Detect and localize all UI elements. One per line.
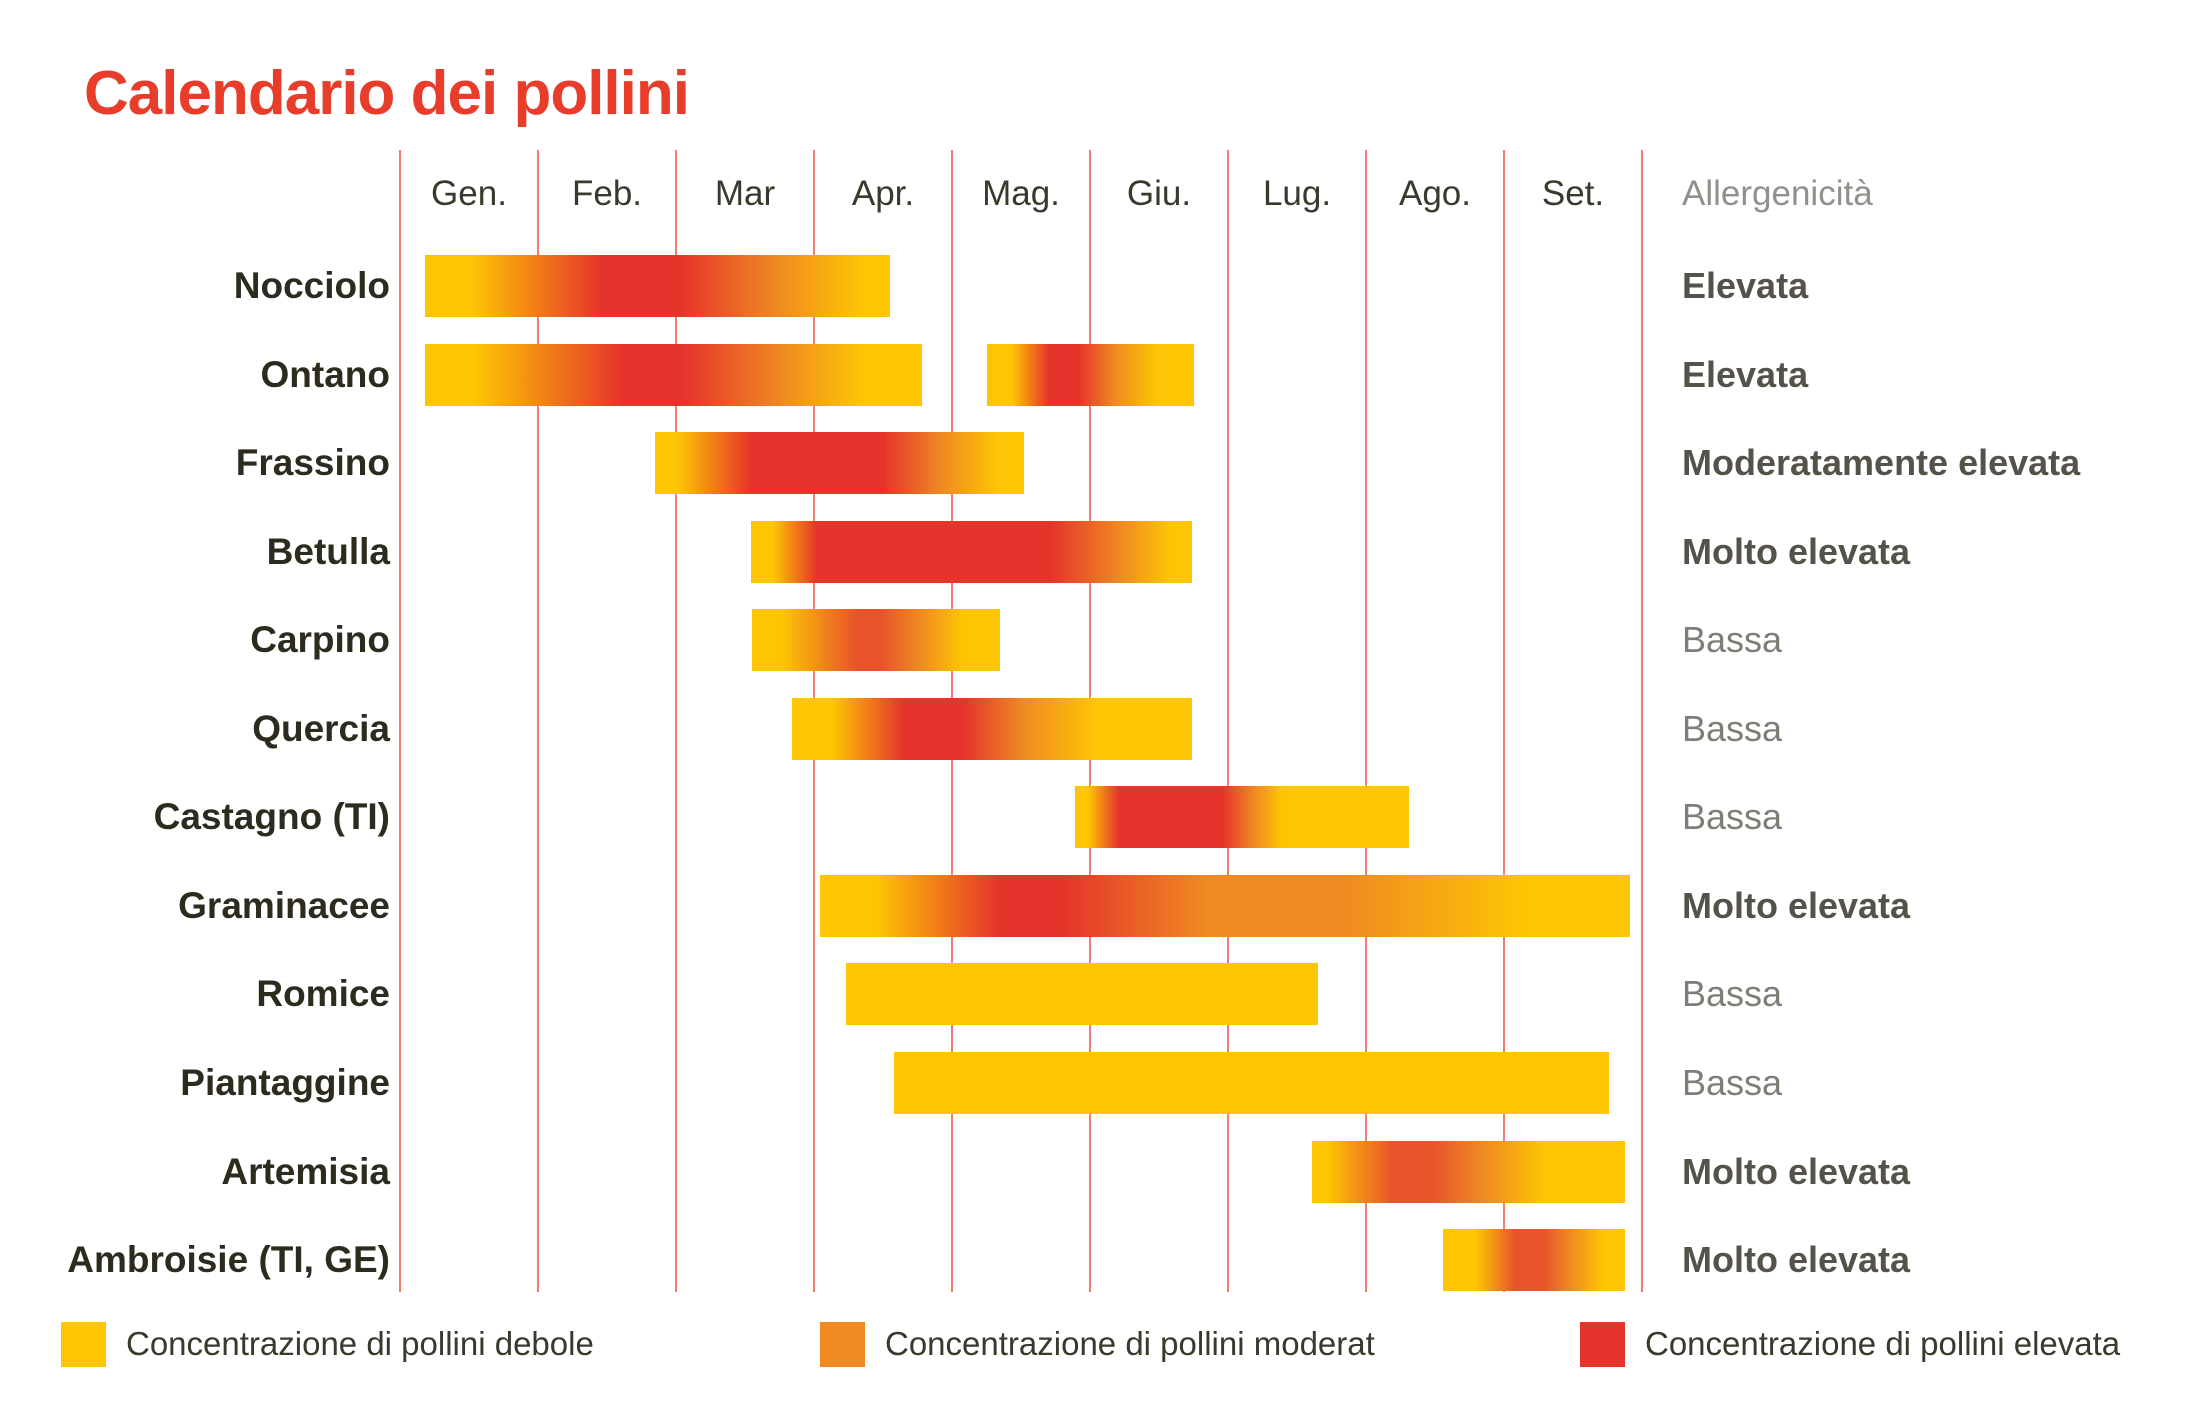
row-label: Frassino <box>235 442 390 483</box>
allergenicity-value: Bassa <box>1682 619 1783 660</box>
pollen-bar <box>986 344 1194 406</box>
month-gridline <box>537 150 539 1292</box>
allergenicity-value: Molto elevata <box>1682 885 1911 926</box>
month-label: Feb. <box>571 174 643 213</box>
pollen-bar <box>424 255 890 317</box>
legend-color-swatch <box>61 1321 106 1367</box>
page-title: Calendario dei pollini <box>84 59 690 128</box>
month-gridline <box>1503 150 1505 1292</box>
legend-item: Concentrazione di pollini elevata <box>1580 1320 2120 1368</box>
allergenicity-value: Molto elevata <box>1682 1151 1911 1192</box>
legend-label: Concentrazione di pollini moderat <box>885 1325 1375 1362</box>
allergenicity-value: Molto elevata <box>1682 1239 1911 1280</box>
row-label: Artemisia <box>221 1151 390 1192</box>
pollen-bar <box>750 521 1193 583</box>
row-label: Graminacee <box>178 885 390 926</box>
row-label: Piantaggine <box>180 1062 390 1103</box>
month-label: Lug. <box>1262 174 1332 213</box>
row-label: Castagno (TI) <box>153 796 390 837</box>
pollen-bar <box>1074 786 1409 848</box>
row-label: Ambroisie (TI, GE) <box>67 1239 390 1280</box>
month-gridline <box>399 150 401 1292</box>
row-label: Nocciolo <box>233 265 390 306</box>
allergenicity-value: Molto elevata <box>1682 531 1911 572</box>
legend-item: Concentrazione di pollini moderat <box>820 1320 1375 1368</box>
legend-color-swatch <box>820 1321 865 1367</box>
month-gridline <box>1641 150 1643 1292</box>
month-label: Gen. <box>431 174 507 213</box>
month-label: Apr. <box>851 174 915 213</box>
pollen-bar <box>845 963 1318 1025</box>
legend-color-swatch <box>1580 1321 1625 1367</box>
pollen-bar <box>894 1052 1609 1114</box>
month-label: Ago. <box>1399 174 1471 213</box>
month-gridline <box>1227 150 1229 1292</box>
allergenicity-value: Bassa <box>1682 1062 1783 1103</box>
legend-item: Concentrazione di pollini debole <box>61 1320 594 1368</box>
row-label: Betulla <box>266 531 390 572</box>
row-label: Carpino <box>250 619 390 660</box>
allergenicity-value: Elevata <box>1682 265 1809 306</box>
pollen-bar <box>819 875 1630 937</box>
pollen-bar <box>1312 1141 1626 1203</box>
pollen-bar <box>655 432 1024 494</box>
month-gridline <box>675 150 677 1292</box>
month-label: Mar <box>714 174 776 213</box>
month-label: Giu. <box>1126 174 1192 213</box>
legend-label: Concentrazione di pollini debole <box>126 1325 594 1362</box>
row-label: Quercia <box>252 708 390 749</box>
allergenicity-column-header: Allergenicità <box>1682 174 1873 213</box>
allergenicity-value: Moderatamente elevata <box>1682 442 2081 483</box>
row-label: Ontano <box>260 354 390 395</box>
allergenicity-value: Bassa <box>1682 708 1783 749</box>
allergenicity-value: Elevata <box>1682 354 1809 395</box>
legend-label: Concentrazione di pollini elevata <box>1645 1325 2121 1362</box>
pollen-bar <box>1443 1229 1626 1291</box>
pollen-bar <box>791 698 1193 760</box>
pollen-bar <box>751 609 1001 671</box>
month-label: Set. <box>1541 174 1605 213</box>
month-label: Mag. <box>982 174 1060 213</box>
allergenicity-value: Bassa <box>1682 796 1783 837</box>
row-label: Romice <box>256 973 390 1014</box>
allergenicity-value: Bassa <box>1682 973 1783 1014</box>
month-gridline <box>1365 150 1367 1292</box>
pollen-bar <box>424 344 922 406</box>
